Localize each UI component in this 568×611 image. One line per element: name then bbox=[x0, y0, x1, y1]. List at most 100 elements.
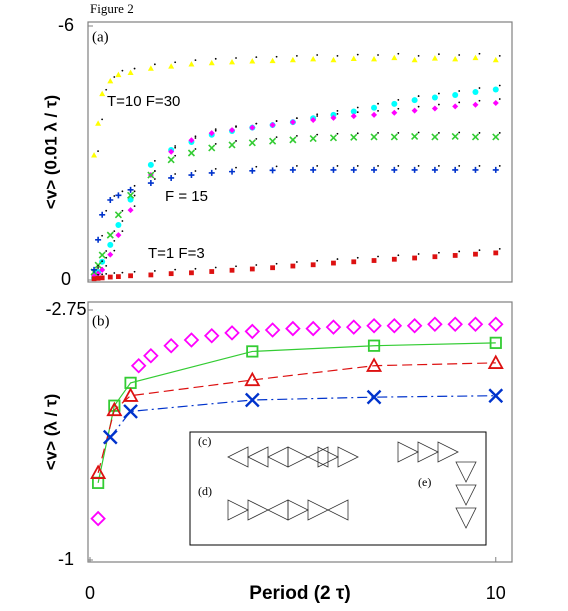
marker-dot bbox=[478, 165, 481, 167]
marker bbox=[350, 55, 357, 61]
marker-dot bbox=[478, 87, 481, 89]
marker bbox=[432, 254, 438, 260]
x-tick-label: 0 bbox=[85, 583, 95, 603]
marker-dot bbox=[316, 133, 319, 136]
marker bbox=[90, 464, 107, 479]
marker bbox=[331, 260, 336, 266]
marker bbox=[489, 336, 502, 349]
marker-dot bbox=[478, 52, 481, 55]
marker-dot bbox=[255, 165, 258, 168]
marker bbox=[411, 97, 418, 104]
marker-dot bbox=[105, 250, 108, 252]
marker-dot bbox=[235, 140, 237, 142]
marker bbox=[330, 114, 337, 121]
marker bbox=[492, 100, 499, 107]
marker-dot bbox=[438, 92, 440, 95]
marker-dot bbox=[121, 230, 124, 233]
marker-dot bbox=[438, 165, 440, 167]
marker bbox=[168, 148, 175, 155]
marker-dot bbox=[397, 165, 400, 167]
x-axis-label: Period (2 τ) bbox=[249, 583, 350, 604]
marker bbox=[269, 137, 277, 145]
marker-dot bbox=[275, 55, 278, 58]
marker bbox=[431, 166, 438, 173]
marker bbox=[492, 86, 499, 93]
series-line bbox=[109, 395, 496, 438]
marker-dot bbox=[275, 165, 278, 168]
marker-dot bbox=[377, 132, 379, 134]
marker bbox=[452, 103, 459, 110]
marker bbox=[99, 211, 106, 218]
marker bbox=[330, 56, 337, 63]
marker-dot bbox=[133, 184, 136, 187]
marker bbox=[98, 251, 106, 259]
marker-dot bbox=[101, 118, 104, 121]
marker-dot bbox=[458, 101, 461, 104]
marker bbox=[203, 327, 220, 344]
marker-dot bbox=[397, 132, 400, 134]
marker-dot bbox=[153, 270, 156, 272]
marker bbox=[431, 133, 439, 141]
marker-dot bbox=[214, 266, 217, 269]
marker-dot bbox=[417, 54, 420, 57]
marker bbox=[127, 186, 134, 193]
marker bbox=[411, 107, 418, 114]
marker-dot bbox=[105, 264, 108, 267]
panel-label: (a) bbox=[92, 29, 109, 45]
marker bbox=[95, 275, 101, 281]
marker-dot bbox=[417, 105, 420, 108]
panel-a-frame bbox=[87, 21, 513, 283]
marker-dot bbox=[105, 88, 108, 91]
marker-dot bbox=[275, 120, 278, 122]
marker bbox=[224, 325, 240, 341]
marker bbox=[229, 168, 236, 175]
marker-dot bbox=[255, 137, 258, 140]
annotation: T=1 F=3 bbox=[148, 245, 205, 262]
marker-dot bbox=[478, 249, 481, 252]
marker bbox=[115, 232, 122, 239]
y-tick-label: 0 bbox=[61, 269, 71, 289]
inset-label: (d) bbox=[198, 484, 212, 498]
marker bbox=[249, 167, 256, 174]
marker-dot bbox=[356, 132, 359, 135]
marker-dot bbox=[438, 132, 440, 134]
marker bbox=[488, 388, 504, 404]
marker-dot bbox=[336, 165, 339, 167]
marker bbox=[391, 256, 397, 262]
marker bbox=[309, 135, 317, 143]
marker bbox=[188, 61, 195, 67]
inset-label: (e) bbox=[418, 475, 431, 489]
marker-dot bbox=[113, 230, 116, 233]
marker-dot bbox=[153, 159, 156, 162]
marker bbox=[350, 113, 357, 120]
series-line bbox=[97, 362, 496, 474]
marker-dot bbox=[377, 110, 379, 112]
marker-dot bbox=[153, 63, 156, 66]
marker-dot bbox=[174, 173, 177, 175]
marker bbox=[127, 191, 135, 199]
marker bbox=[187, 149, 196, 157]
marker bbox=[208, 59, 215, 66]
marker-dot bbox=[498, 54, 501, 57]
marker bbox=[143, 347, 159, 364]
marker bbox=[492, 166, 499, 173]
marker bbox=[492, 133, 500, 141]
marker-dot bbox=[133, 194, 136, 197]
marker-dot bbox=[214, 167, 217, 170]
marker-dot bbox=[113, 272, 116, 274]
marker-dot bbox=[336, 258, 339, 260]
marker-dot bbox=[377, 54, 379, 56]
marker bbox=[99, 275, 105, 281]
marker bbox=[208, 144, 216, 152]
marker bbox=[366, 389, 382, 405]
marker bbox=[229, 58, 236, 65]
marker-dot bbox=[397, 52, 400, 55]
marker bbox=[451, 132, 459, 141]
marker-dot bbox=[458, 54, 461, 56]
marker bbox=[452, 92, 459, 99]
marker bbox=[305, 320, 321, 337]
marker-dot bbox=[377, 165, 379, 167]
marker-dot bbox=[214, 143, 217, 145]
marker bbox=[391, 54, 398, 61]
marker-dot bbox=[101, 260, 104, 263]
